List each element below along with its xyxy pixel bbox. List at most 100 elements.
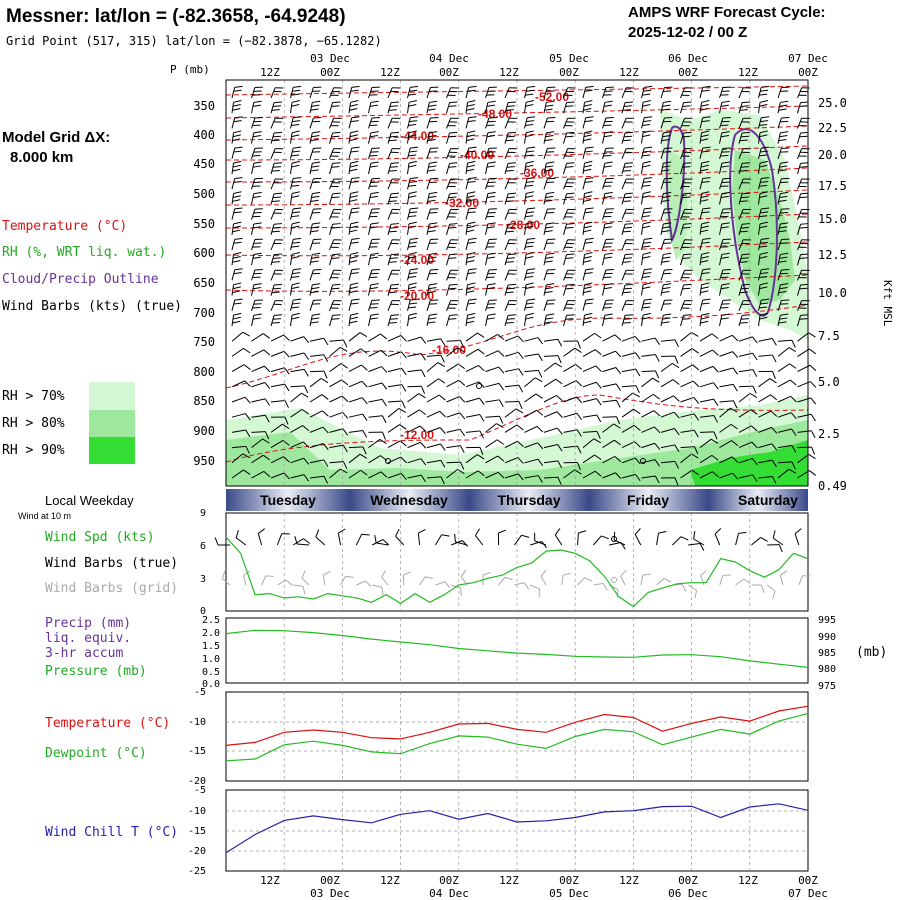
wind-barb bbox=[348, 332, 361, 342]
legend-liq: liq. equiv. bbox=[45, 631, 131, 646]
wind-barb bbox=[348, 397, 363, 403]
wind-barb bbox=[563, 300, 569, 311]
wind-barb bbox=[582, 300, 587, 311]
wind-barb bbox=[720, 226, 729, 229]
wind-barb bbox=[641, 163, 644, 175]
wind-barb bbox=[644, 298, 653, 301]
wind-barb bbox=[702, 298, 711, 301]
wind-barb bbox=[682, 318, 691, 320]
wind-barb bbox=[797, 470, 810, 479]
wind-barb bbox=[270, 209, 276, 220]
wind-barb bbox=[303, 369, 309, 377]
wind-barb bbox=[440, 338, 446, 346]
wind-barb bbox=[799, 166, 808, 168]
wind-barb bbox=[621, 148, 627, 159]
wind-barb bbox=[602, 350, 616, 357]
wind-barb bbox=[331, 287, 340, 290]
wind-barb bbox=[622, 109, 631, 111]
wind-barb bbox=[643, 211, 652, 214]
legend-dewpoint: Dewpoint (°C) bbox=[45, 746, 147, 761]
wind-barb bbox=[233, 89, 242, 92]
wind-barb bbox=[291, 316, 300, 320]
wind-barb bbox=[251, 454, 264, 464]
wind-barb bbox=[350, 241, 359, 244]
top-date-label: 07 Dec bbox=[788, 52, 828, 65]
wind-barb bbox=[777, 444, 792, 449]
wind-barb bbox=[485, 148, 490, 159]
wind-barb bbox=[290, 457, 304, 464]
wind-barb bbox=[616, 416, 621, 425]
wind-barb bbox=[565, 196, 574, 199]
wind-barb bbox=[329, 132, 334, 144]
wind-barb bbox=[251, 269, 256, 281]
pressure-tick: 800 bbox=[193, 365, 215, 379]
wind-barb bbox=[701, 302, 710, 305]
wind-barb bbox=[621, 284, 626, 296]
wind-barb bbox=[232, 259, 241, 263]
legend-windchill: Wind Chill T (°C) bbox=[45, 825, 178, 840]
precip-y-tick: 0.0 bbox=[202, 679, 220, 690]
wind-barb bbox=[777, 117, 782, 129]
wind-barb bbox=[809, 364, 817, 371]
wind-barb bbox=[777, 178, 782, 190]
wind-barb bbox=[771, 459, 777, 468]
wind-barb bbox=[271, 230, 280, 233]
wind-barb bbox=[427, 290, 436, 294]
wind-barb bbox=[602, 315, 606, 327]
wind-barb bbox=[271, 291, 280, 294]
wind-barb bbox=[660, 87, 665, 99]
wind-barb bbox=[789, 363, 797, 369]
wind-barb bbox=[348, 87, 353, 99]
wind-barb bbox=[467, 100, 476, 103]
wind-barb bbox=[759, 245, 768, 248]
wind-barb bbox=[446, 300, 452, 311]
wind-barb bbox=[758, 476, 773, 479]
wind-barb bbox=[660, 254, 664, 266]
wind-barb bbox=[778, 169, 787, 172]
wind-barb bbox=[574, 469, 582, 475]
wind-barb bbox=[759, 306, 768, 309]
wind-barb bbox=[465, 223, 469, 235]
wind-barb bbox=[265, 431, 270, 440]
wind-barb bbox=[349, 286, 358, 290]
wind-barb bbox=[309, 394, 323, 403]
wind-barb bbox=[252, 195, 261, 199]
wind-barb bbox=[409, 211, 418, 214]
wind-barb bbox=[408, 130, 417, 134]
wind-barb bbox=[576, 429, 582, 437]
wind-barb bbox=[349, 134, 358, 138]
wind-barb bbox=[623, 135, 632, 138]
wind-barb bbox=[506, 105, 515, 107]
wind-barb bbox=[465, 414, 480, 418]
wind-barb bbox=[388, 169, 397, 172]
wind-barb bbox=[741, 131, 751, 134]
wind-barb bbox=[584, 191, 593, 194]
wind-barb bbox=[272, 318, 281, 320]
wind-barb bbox=[660, 362, 673, 373]
wind-barb bbox=[800, 253, 809, 256]
wind-barb bbox=[719, 193, 723, 205]
wind-barb bbox=[788, 468, 797, 474]
wind-barb bbox=[311, 287, 320, 290]
wind-barb bbox=[642, 134, 651, 138]
wind-barb bbox=[680, 348, 693, 357]
wind-barb bbox=[270, 367, 285, 373]
wind-barb bbox=[329, 118, 335, 129]
wind-barb bbox=[624, 162, 634, 164]
wind-barb bbox=[381, 382, 388, 390]
wind-barb bbox=[257, 533, 263, 546]
wind-barb bbox=[231, 163, 235, 175]
wind-barb bbox=[290, 315, 293, 327]
wind-barb bbox=[655, 370, 660, 379]
wind-barb bbox=[741, 314, 751, 316]
pressure-tick: 900 bbox=[193, 424, 215, 438]
wind-barb bbox=[680, 364, 693, 373]
wind-barb bbox=[505, 230, 514, 233]
wind-barb bbox=[466, 199, 475, 202]
wind-barb bbox=[389, 257, 398, 259]
wind-barb bbox=[518, 401, 523, 410]
wind-barb bbox=[720, 195, 729, 199]
wind-barb bbox=[252, 165, 261, 168]
wind-barb bbox=[426, 362, 439, 372]
wind-barb bbox=[720, 317, 729, 320]
